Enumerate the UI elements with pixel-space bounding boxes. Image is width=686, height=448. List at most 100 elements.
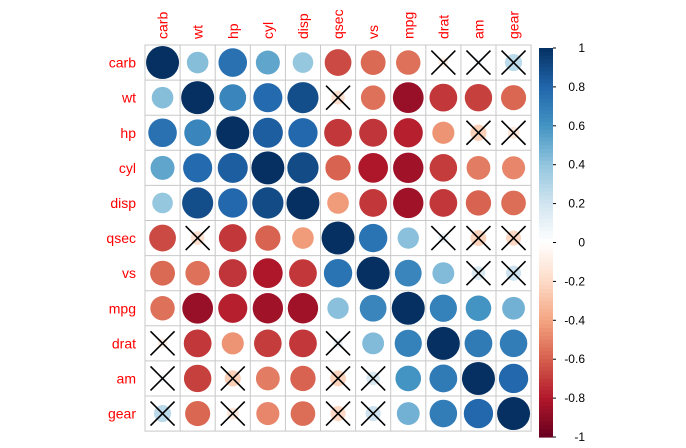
correlation-circle [251, 151, 285, 185]
cell-wt-gear [500, 85, 527, 111]
cell-vs-drat [432, 262, 455, 285]
colorbar-segment [539, 359, 553, 364]
cell-gear-carb [149, 400, 176, 427]
cell-qsec-qsec [321, 221, 355, 255]
colorbar-segment [539, 261, 553, 267]
colorbar-segment [539, 90, 553, 96]
cell-am-gear [498, 363, 529, 394]
colorbar-segment [539, 102, 553, 107]
cell-gear-disp [290, 401, 316, 426]
cell-qsec-am [465, 225, 492, 251]
correlation-circle [150, 260, 176, 286]
colorbar-segment [539, 98, 553, 104]
cell-drat-wt [183, 329, 212, 358]
colorbar-segment [539, 63, 553, 69]
cell-qsec-drat [430, 225, 456, 251]
colorbar-segment [539, 289, 553, 294]
colorbar-segment [539, 296, 553, 302]
correlation-circle [358, 223, 388, 253]
row-label-am: am [117, 370, 136, 386]
colorbar-segment [539, 421, 553, 426]
correlation-circle [464, 83, 493, 112]
correlation-circle [290, 365, 316, 392]
column-label-mpg: mpg [400, 12, 416, 39]
insignificant-cross [325, 400, 351, 427]
cell-hp-carb [148, 118, 177, 148]
colorbar-segment [539, 230, 553, 236]
cell-gear-drat [429, 399, 458, 428]
colorbar-segment [539, 277, 553, 282]
colorbar-segment [539, 106, 553, 111]
correlation-circle [219, 84, 247, 112]
colorbar-segment [539, 118, 553, 123]
cell-drat-carb [149, 330, 176, 356]
correlation-circle [465, 190, 492, 216]
colorbar-segment [539, 238, 553, 244]
correlation-circle [218, 48, 248, 77]
cell-hp-wt [184, 119, 212, 147]
insignificant-cross [500, 49, 527, 76]
insignificant-cross [149, 400, 176, 427]
cell-vs-wt [185, 260, 210, 286]
cell-disp-vs [359, 189, 388, 217]
correlation-circle [321, 221, 355, 255]
correlation-circle [500, 85, 527, 111]
colorbar-segment [539, 351, 553, 356]
cell-drat-cyl [254, 329, 282, 358]
colorbar-segment [539, 172, 553, 177]
cell-cyl-vs [358, 153, 388, 183]
colorbar-segment [539, 265, 553, 271]
correlation-circle [218, 293, 248, 323]
colorbar-segment [539, 378, 553, 384]
colorbar-segment [539, 370, 553, 376]
correlation-circle [327, 192, 349, 214]
correlation-circle [218, 259, 247, 288]
cell-gear-gear [497, 397, 531, 431]
colorbar-segment [539, 390, 553, 395]
cell-cyl-am [466, 155, 491, 180]
correlation-circle [396, 402, 420, 425]
colorbar-segment [539, 114, 553, 119]
colorbar-segment [539, 324, 553, 329]
correlation-circle [432, 262, 455, 285]
correlation-circle [255, 225, 281, 251]
correlation-circle [217, 152, 248, 183]
correlation-circle [497, 397, 531, 431]
colorbar-segment [539, 79, 553, 84]
correlation-circle [429, 189, 458, 217]
insignificant-cross [185, 225, 211, 251]
cell-vs-mpg [394, 259, 422, 287]
cell-am-cyl [255, 366, 280, 391]
cell-hp-gear [500, 120, 527, 146]
insignificant-cross [465, 225, 492, 251]
cell-grid [144, 44, 532, 432]
colorbar-segment [539, 347, 553, 353]
cell-mpg-hp [218, 293, 248, 323]
correlation-circle [397, 227, 419, 249]
colorbar-segment [539, 293, 553, 298]
correlation-circle [218, 224, 247, 252]
insignificant-cross [500, 225, 527, 251]
colorbar-segment [539, 269, 553, 275]
cell-qsec-hp [218, 224, 247, 252]
insignificant-cross [220, 400, 246, 427]
correlation-circle [396, 50, 421, 75]
correlation-circle [253, 83, 283, 113]
correlation-circle [151, 86, 174, 109]
colorbar-segment [539, 382, 553, 388]
cell-carb-qsec [324, 49, 352, 76]
correlation-circle [429, 83, 458, 112]
correlation-circle [395, 365, 422, 392]
correlation-circle [325, 155, 351, 181]
colorbar-segment [539, 211, 553, 216]
correlation-circle [290, 401, 316, 426]
correlation-circle [218, 188, 248, 218]
colorbar-segment [539, 316, 553, 321]
cell-mpg-gear [502, 296, 525, 320]
cell-mpg-disp [287, 293, 319, 324]
colorbar-segment [539, 164, 553, 170]
colorbar-tick-label: 0.4 [568, 158, 585, 172]
colorbar-segment [539, 335, 553, 341]
cell-mpg-vs [359, 294, 387, 322]
colorbar-segment [539, 363, 553, 368]
